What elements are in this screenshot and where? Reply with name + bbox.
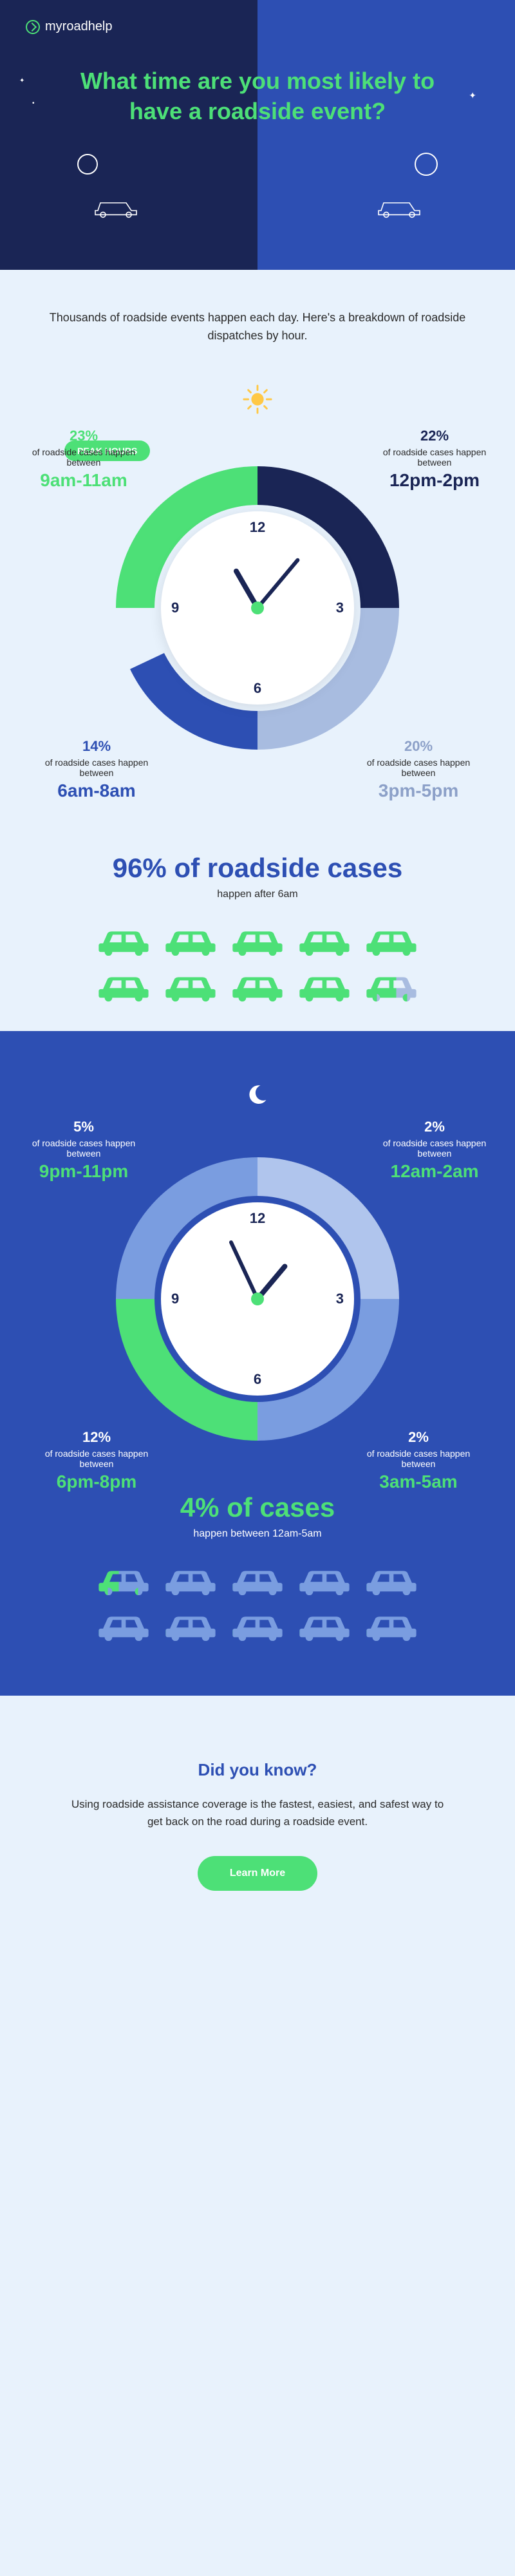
night-big-sub: happen between 12am-5am: [26, 1528, 489, 1540]
car-unit: [230, 1611, 285, 1644]
sun-outline-icon: [415, 153, 438, 176]
car-unit: [164, 1566, 218, 1598]
car-unit: [297, 1566, 351, 1598]
clock-num: 6: [254, 680, 261, 697]
car-unit: [364, 1566, 418, 1598]
did-you-know: Did you know? Using roadside assistance …: [0, 1696, 515, 1955]
car-fill-icon: [164, 1611, 218, 1641]
car-unit: [164, 972, 218, 1005]
car-fill-icon: [164, 972, 218, 1001]
star-icon: ✦: [469, 90, 476, 101]
car-fill-icon: [297, 972, 351, 1001]
clock-num: 9: [171, 1291, 179, 1307]
night-section: 12 3 6 9 5% of roadside cases happen bet…: [0, 1031, 515, 1696]
dyk-title: Did you know?: [39, 1760, 476, 1780]
car-fill-icon: [364, 926, 418, 956]
car-fill-icon: [364, 972, 418, 1001]
stat-6am: 14% of roadside cases happen between 6am…: [39, 738, 154, 801]
moon-icon: [77, 154, 98, 175]
day-big-stat: 96% of roadside cases: [26, 853, 489, 884]
clock-num: 12: [250, 1210, 265, 1227]
logo-icon: [26, 20, 40, 34]
clock-num: 3: [336, 1291, 344, 1307]
car-unit: [230, 972, 285, 1005]
stat-3pm: 20% of roadside cases happen between 3pm…: [360, 738, 476, 801]
car-fill-icon: [364, 1611, 418, 1641]
dyk-text: Using roadside assistance coverage is th…: [64, 1795, 451, 1830]
day-clock: 12 3 6 9 23% of roadside cases happen be…: [103, 453, 412, 762]
car-fill-icon: [164, 1566, 218, 1595]
logo: myroadhelp: [26, 19, 489, 34]
car-fill-icon: [230, 972, 285, 1001]
car-unit: [230, 926, 285, 959]
header-icons: [26, 153, 489, 176]
stat-9pm: 5% of roadside cases happen between 9pm-…: [26, 1119, 142, 1182]
day-big-sub: happen after 6am: [26, 889, 489, 900]
stat-12am: 2% of roadside cases happen between 12am…: [373, 1119, 496, 1182]
clock-num: 9: [171, 600, 179, 616]
day-summary: 96% of roadside cases happen after 6am: [0, 814, 515, 1030]
car-unit: [164, 926, 218, 959]
stat-12pm: 22% of roadside cases happen between 12p…: [373, 428, 496, 491]
car-unit: [164, 1611, 218, 1644]
intro-text: Thousands of roadside events happen each…: [0, 270, 515, 372]
learn-more-button[interactable]: Learn More: [198, 1856, 317, 1891]
car-unit: [230, 1566, 285, 1598]
clock-center: [251, 1293, 264, 1305]
night-clock: 12 3 6 9 5% of roadside cases happen bet…: [103, 1144, 412, 1454]
car-fill-icon: [97, 1611, 151, 1641]
clock-num: 6: [254, 1371, 261, 1388]
car-fill-icon: [230, 1611, 285, 1641]
stat-6pm: 12% of roadside cases happen between 6pm…: [39, 1429, 154, 1492]
star-icon: ✦: [19, 77, 24, 84]
car-fill-icon: [97, 926, 151, 956]
car-unit: [97, 1566, 151, 1598]
car-outline-icon: [373, 195, 425, 218]
clock-num: 3: [336, 600, 344, 616]
sun-icon: [242, 384, 273, 415]
car-unit: [297, 1611, 351, 1644]
stat-3am: 2% of roadside cases happen between 3am-…: [360, 1429, 476, 1492]
night-big-stat: 4% of cases: [26, 1492, 489, 1523]
header-cars: [26, 195, 489, 218]
car-fill-icon: [164, 926, 218, 956]
car-unit: [364, 926, 418, 959]
brand-name: myroadhelp: [45, 19, 113, 34]
stat-9am: 23% of roadside cases happen between 9am…: [26, 428, 142, 491]
car-unit: [97, 926, 151, 959]
star-icon: •: [32, 100, 35, 107]
car-unit: [364, 1611, 418, 1644]
car-fill-icon: [97, 972, 151, 1001]
clock-center: [251, 601, 264, 614]
car-fill-icon: [97, 1566, 151, 1595]
car-unit: [297, 972, 351, 1005]
night-clock-face: 12 3 6 9: [161, 1202, 354, 1396]
header: myroadhelp ✦ • ✦ What time are you most …: [0, 0, 515, 270]
car-unit: [97, 1611, 151, 1644]
car-fill-icon: [297, 926, 351, 956]
clock-face: 12 3 6 9: [161, 511, 354, 705]
car-fill-icon: [297, 1611, 351, 1641]
car-unit: [97, 972, 151, 1005]
car-fill-icon: [364, 1566, 418, 1595]
car-fill-icon: [230, 1566, 285, 1595]
car-fill-icon: [230, 926, 285, 956]
night-car-grid: [97, 1566, 418, 1644]
day-car-grid: [97, 926, 418, 1005]
clock-num: 12: [250, 519, 265, 536]
car-unit: [297, 926, 351, 959]
car-unit: [364, 972, 418, 1005]
car-fill-icon: [297, 1566, 351, 1595]
day-section: PEAK HOURS 12 3 6 9 23% of roadside case…: [0, 453, 515, 814]
page-title: What time are you most likely to have a …: [64, 66, 451, 127]
night-moon-icon: [246, 1083, 269, 1106]
minute-hand: [256, 558, 301, 609]
car-outline-icon: [90, 195, 142, 218]
minute-hand: [229, 1240, 259, 1300]
